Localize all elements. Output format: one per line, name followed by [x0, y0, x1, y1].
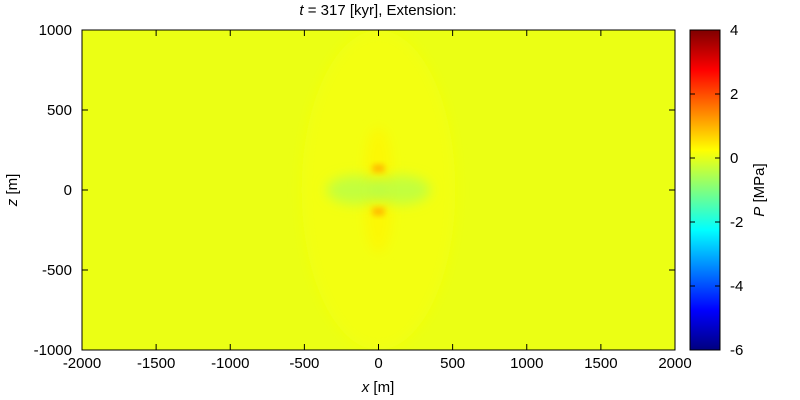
chart-title: t = 317 [kyr], Extension:: [299, 2, 456, 19]
y-tick-label: 1000: [39, 22, 72, 39]
y-axis-label-unit: [m]: [4, 174, 21, 199]
y-axis: -1000 -500 0 500 1000: [34, 22, 675, 359]
chart-title-rest: = 317 [kyr], Extension:: [304, 2, 457, 19]
x-tick-label: 1500: [584, 355, 617, 372]
colorbar-tick-label: -6: [730, 342, 743, 359]
x-axis-label-unit: [m]: [369, 379, 394, 396]
y-axis-label: z [m]: [4, 174, 21, 208]
heatmap-field: [82, 30, 675, 350]
x-tick-label: -500: [289, 355, 319, 372]
colorbar-ticks: -6 -4 -2 0 2 4: [690, 22, 743, 359]
heatmap-feature: [372, 164, 385, 173]
colorbar: [689, 29, 721, 351]
x-tick-label: -2000: [63, 355, 101, 372]
heatmap-feature: [326, 175, 386, 205]
x-tick-label: 0: [374, 355, 382, 372]
x-tick-label: -1000: [211, 355, 249, 372]
y-tick-label: 500: [47, 102, 72, 119]
heatmap-feature: [371, 175, 431, 205]
colorbar-tick-label: 0: [730, 150, 738, 167]
colorbar-tick-label: 4: [730, 22, 738, 39]
x-axis-label: x [m]: [361, 379, 395, 396]
y-axis-label-var: z: [4, 198, 21, 207]
x-tick-label: 2000: [658, 355, 691, 372]
y-tick-label: -500: [42, 262, 72, 279]
x-axis-label-var: x: [361, 379, 370, 396]
x-tick-label: 500: [440, 355, 465, 372]
x-tick-label: -1500: [137, 355, 175, 372]
colorbar-label-unit: [MPa]: [751, 163, 768, 206]
y-tick-label: -1000: [34, 342, 72, 359]
y-tick-label: 0: [64, 182, 72, 199]
colorbar-label: P [MPa]: [751, 163, 768, 216]
colorbar-tick-label: -2: [730, 214, 743, 231]
heatmap-feature: [372, 207, 385, 216]
colorbar-label-var: P: [751, 207, 768, 217]
x-axis: -2000 -1500 -1000 -500 0 500 1000 1500 2000: [63, 30, 692, 372]
colorbar-tick-label: -4: [730, 278, 743, 295]
x-tick-label: 1000: [510, 355, 543, 372]
chart-title-var: t: [299, 2, 304, 19]
colorbar-tick-label: 2: [730, 86, 738, 103]
